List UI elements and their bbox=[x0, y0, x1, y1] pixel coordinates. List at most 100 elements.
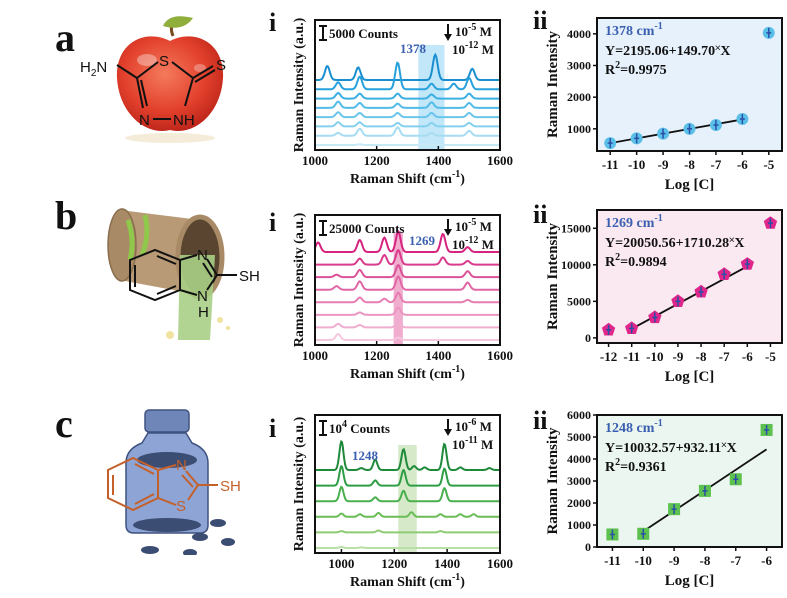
y-tick-label: 0 bbox=[585, 331, 591, 345]
y-tick-label: 3000 bbox=[567, 59, 591, 73]
peak-annotation: 1378 cm-1 bbox=[605, 21, 663, 39]
r-squared: R2=0.9894 bbox=[605, 252, 667, 270]
label-b-i: i bbox=[269, 208, 277, 237]
label-c-ii: ii bbox=[533, 406, 548, 435]
y-axis-label: Raman Intensity bbox=[545, 222, 561, 330]
ring-s-label: S bbox=[176, 498, 186, 515]
benzimidazole-structure: N N H SH bbox=[129, 247, 260, 321]
y-tick-label: 1000 bbox=[567, 122, 591, 136]
scale-bar-label: 25000 Counts bbox=[329, 221, 405, 236]
calibration-chart-c: -11 -10 -9 -8 -7 -6 0 1000 2000 3000 4000 5000 6000 L… bbox=[545, 408, 783, 589]
spectrum-line bbox=[315, 511, 500, 518]
spectrum-line bbox=[315, 275, 500, 291]
x-tick-label: -10 bbox=[646, 349, 663, 364]
x-tick-label: 1400 bbox=[425, 348, 451, 363]
benzothiazole-structure: N S SH bbox=[107, 456, 241, 515]
y-tick-label: 5000 bbox=[567, 430, 591, 444]
spectrum-line bbox=[315, 485, 500, 503]
calibration-chart-b: -12 -11 -10 -9 -8 -7 -6 -5 0 5000 10000 15000 Log [C… bbox=[545, 209, 783, 385]
plot-frame bbox=[314, 414, 501, 554]
spectrum-line bbox=[315, 143, 500, 146]
pill-bottle-icon bbox=[125, 409, 235, 555]
x-tick-label: -11 bbox=[604, 553, 621, 568]
x-axis-label: Raman Shift (cm-1) bbox=[350, 169, 465, 187]
spectrum-line bbox=[315, 121, 500, 128]
conc-low-label: 10-12 M bbox=[452, 235, 494, 252]
x-tick-label: -7 bbox=[730, 553, 741, 568]
x-tick-label: -7 bbox=[711, 157, 722, 172]
x-tick-label: -6 bbox=[742, 349, 753, 364]
x-axis-label: Log [C] bbox=[665, 177, 715, 193]
x-axis-label: Raman Shift (cm-1) bbox=[350, 364, 465, 382]
x-axis-label: Log [C] bbox=[665, 573, 715, 589]
spectrum-line bbox=[315, 439, 500, 471]
conc-high-label: 10-5 M bbox=[455, 22, 492, 39]
x-tick-label: 1600 bbox=[487, 556, 513, 571]
highlight-band bbox=[418, 45, 445, 150]
fit-equation: Y=10032.57+932.11˟X bbox=[605, 441, 737, 456]
y-axis-label: Raman Intensity (a.u.) bbox=[292, 212, 307, 347]
y-axis-label: Raman Intensity (a.u.) bbox=[292, 17, 307, 152]
x-tick-label: -5 bbox=[765, 349, 776, 364]
conc-high-label: 10-6 M bbox=[455, 417, 492, 434]
x-tick-label: -7 bbox=[719, 349, 730, 364]
label-a-i: i bbox=[269, 8, 277, 37]
x-tick-label: 1200 bbox=[381, 556, 407, 571]
thiadiazole-structure: H2N S S N NH bbox=[80, 53, 226, 129]
x-tick-label: -6 bbox=[761, 553, 772, 568]
spectra-chart-c: 1000 1200 1400 1600 Raman Shift (cm-1) Raman … bbox=[292, 414, 513, 590]
spectrum-line bbox=[315, 263, 500, 279]
y-tick-label: 10000 bbox=[561, 258, 591, 272]
spectrum-line bbox=[314, 229, 500, 253]
scale-bar-label: 5000 Counts bbox=[329, 26, 398, 41]
y-tick-label: 1000 bbox=[567, 518, 591, 532]
plot-background bbox=[597, 210, 782, 343]
x-tick-label: -9 bbox=[658, 157, 669, 172]
ring-n-label: N bbox=[176, 457, 187, 474]
x-tick-label: -11 bbox=[623, 349, 640, 364]
peak-annotation: 1248 cm-1 bbox=[605, 418, 663, 436]
conc-arrow-head bbox=[444, 34, 452, 41]
plot-frame bbox=[596, 209, 783, 344]
spectrum-line bbox=[315, 126, 500, 137]
x-tick-label: 1600 bbox=[487, 348, 513, 363]
x-tick-label: -8 bbox=[696, 349, 707, 364]
y-tick-label: 4000 bbox=[567, 27, 591, 41]
highlight-band bbox=[393, 232, 403, 345]
r-squared: R2=0.9975 bbox=[605, 60, 667, 78]
conc-arrow-head bbox=[444, 429, 452, 436]
panel-letter-c: c bbox=[55, 401, 73, 446]
spectra-chart-b: 1000 1200 1400 1600 Raman Shift (cm-1) Raman … bbox=[292, 212, 513, 382]
y-tick-label: 6000 bbox=[567, 408, 591, 422]
x-tick-label: -6 bbox=[737, 157, 748, 172]
ring-n-label: N bbox=[197, 247, 208, 264]
peak-label: 1269 bbox=[409, 233, 436, 248]
fit-equation: Y=20050.56+1710.28˟X bbox=[605, 236, 745, 251]
x-tick-label: -10 bbox=[628, 157, 645, 172]
spectra-chart-a: 1000 1200 1400 1600 Raman Shift (cm-1) Raman … bbox=[292, 17, 513, 187]
conc-high-label: 10-5 M bbox=[455, 217, 492, 234]
ring-h-label: H bbox=[198, 304, 209, 321]
x-tick-label: 1400 bbox=[425, 153, 451, 168]
peak-label: 1378 bbox=[400, 41, 427, 56]
y-axis-label: Raman Intensity bbox=[545, 30, 561, 138]
x-axis-label: Log [C] bbox=[665, 369, 715, 385]
x-tick-label: -9 bbox=[669, 553, 680, 568]
spectrum-line bbox=[315, 248, 500, 266]
x-tick-label: 1200 bbox=[364, 348, 390, 363]
x-tick-label: 1400 bbox=[434, 556, 460, 571]
conc-low-label: 10-12 M bbox=[452, 40, 494, 57]
label-b-ii: ii bbox=[533, 200, 548, 229]
conc-arrow-head bbox=[444, 229, 452, 236]
label-c-i: i bbox=[269, 414, 277, 443]
plot-frame bbox=[314, 214, 501, 346]
nh2-label: H2N bbox=[80, 59, 107, 79]
x-tick-label: 1000 bbox=[328, 556, 354, 571]
spectrum-line bbox=[315, 529, 500, 534]
spectrum-line bbox=[315, 546, 500, 549]
thiol-sh-label: SH bbox=[220, 478, 241, 495]
y-tick-label: 4000 bbox=[567, 452, 591, 466]
y-tick-label: 15000 bbox=[561, 221, 591, 235]
plot-background bbox=[597, 415, 782, 547]
conc-low-label: 10-11 M bbox=[452, 435, 493, 452]
